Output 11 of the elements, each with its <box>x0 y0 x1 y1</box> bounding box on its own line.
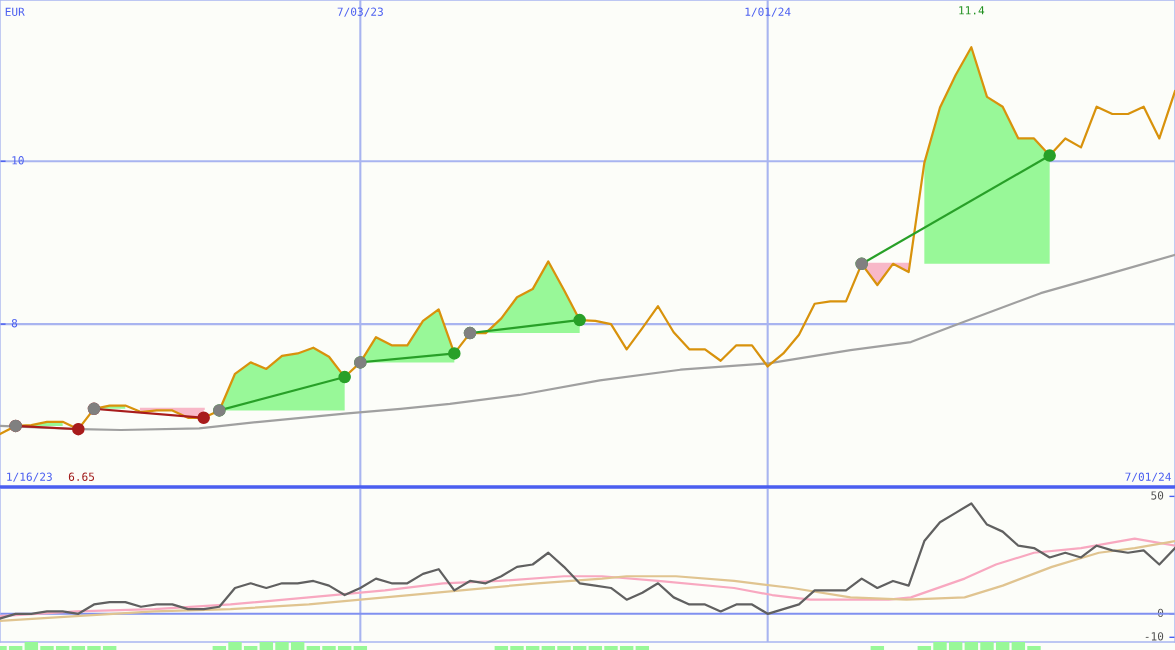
y-tick-label: -10 <box>1145 632 1164 641</box>
x-tick-label: 1/01/24 <box>745 7 791 17</box>
x-tick-label: 7/03/23 <box>337 7 383 17</box>
y-axis-title: EUR <box>5 7 25 16</box>
y-tick-label: 50 <box>1151 491 1164 500</box>
annotation: 7/01/24 <box>1125 472 1171 482</box>
y-tick-label: 10 <box>12 156 24 165</box>
annotation: 6.65 <box>68 472 95 481</box>
annotation: 11.4 <box>959 6 985 15</box>
annotation: 1/16/23 <box>7 472 52 482</box>
y-tick-label: 8 <box>11 318 18 328</box>
